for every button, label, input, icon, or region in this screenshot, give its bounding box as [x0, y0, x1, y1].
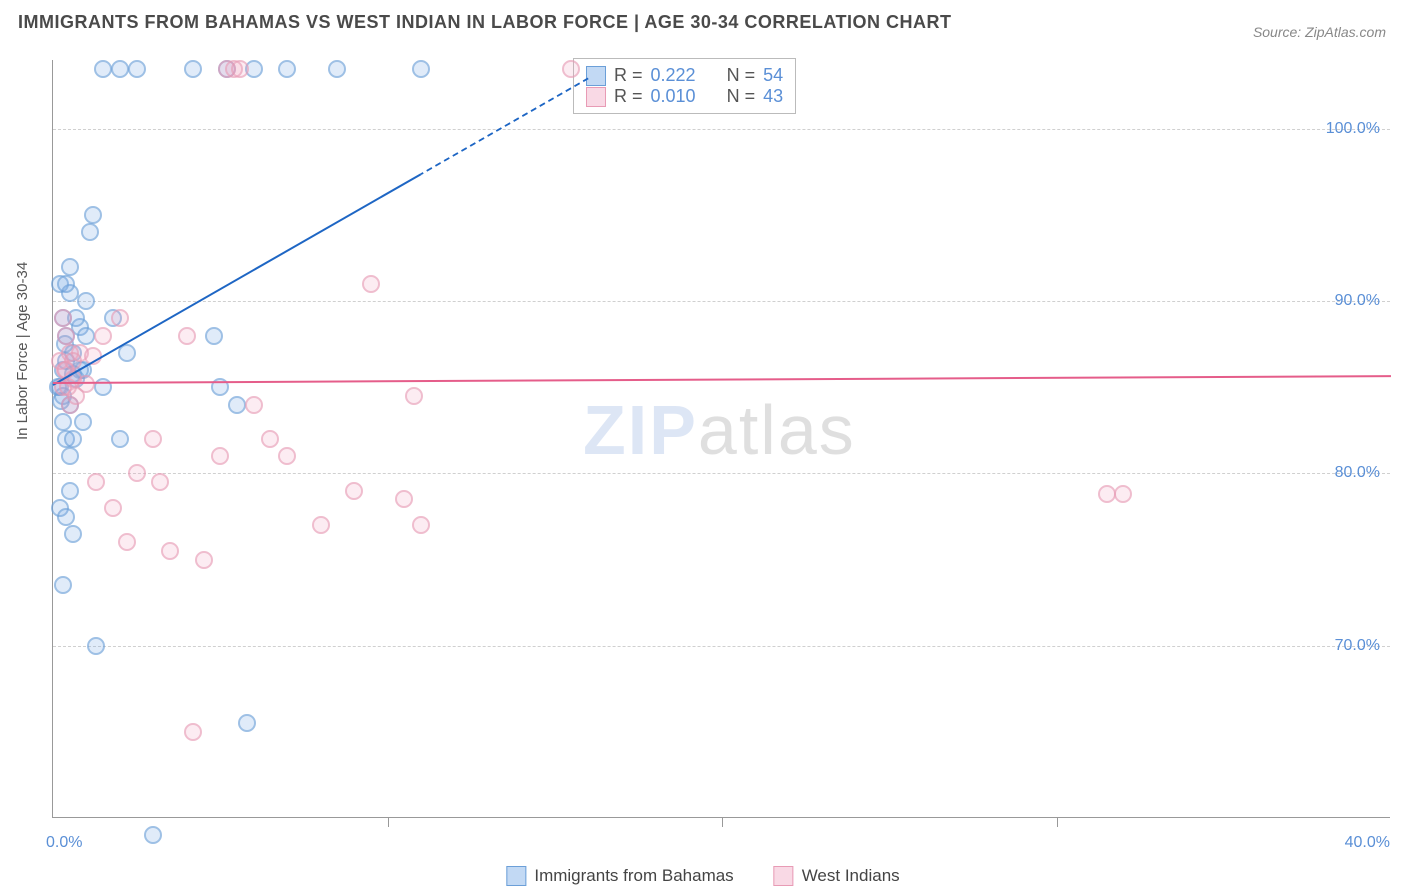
y-tick-label: 70.0% — [1335, 637, 1380, 655]
y-axis-label: In Labor Force | Age 30-34 — [14, 262, 31, 440]
data-point — [77, 327, 95, 345]
data-point — [128, 464, 146, 482]
legend-swatch — [774, 866, 794, 886]
data-point — [205, 327, 223, 345]
stats-legend: R = 0.222 N = 54R = 0.010 N = 43 — [573, 58, 796, 114]
legend-swatch — [586, 66, 606, 86]
data-point — [118, 533, 136, 551]
legend-item: Immigrants from Bahamas — [506, 866, 733, 886]
data-point — [328, 60, 346, 78]
data-point — [278, 447, 296, 465]
trend-line — [53, 375, 1391, 384]
data-point — [61, 482, 79, 500]
data-point — [87, 637, 105, 655]
data-point — [184, 60, 202, 78]
gridline — [53, 646, 1390, 647]
data-point — [94, 60, 112, 78]
data-point — [312, 516, 330, 534]
data-point — [161, 542, 179, 560]
x-tick — [1057, 817, 1058, 827]
data-point — [151, 473, 169, 491]
data-point — [395, 490, 413, 508]
data-point — [64, 525, 82, 543]
watermark: ZIPatlas — [583, 390, 856, 470]
data-point — [111, 309, 129, 327]
data-point — [57, 275, 75, 293]
legend-row: R = 0.010 N = 43 — [586, 86, 783, 107]
y-tick-label: 90.0% — [1335, 292, 1380, 310]
gridline — [53, 473, 1390, 474]
data-point — [61, 447, 79, 465]
data-point — [87, 473, 105, 491]
legend-swatch — [506, 866, 526, 886]
chart-title: IMMIGRANTS FROM BAHAMAS VS WEST INDIAN I… — [18, 12, 952, 33]
data-point — [278, 60, 296, 78]
data-point — [74, 413, 92, 431]
data-point — [54, 309, 72, 327]
x-tick-label-min: 0.0% — [46, 834, 82, 852]
legend-swatch — [586, 87, 606, 107]
data-point — [178, 327, 196, 345]
y-tick-label: 100.0% — [1326, 120, 1380, 138]
data-point — [128, 60, 146, 78]
data-point — [57, 508, 75, 526]
data-point — [405, 387, 423, 405]
data-point — [84, 206, 102, 224]
data-point — [1098, 485, 1116, 503]
data-point — [412, 60, 430, 78]
data-point — [104, 499, 122, 517]
y-tick-label: 80.0% — [1335, 464, 1380, 482]
data-point — [245, 396, 263, 414]
data-point — [211, 447, 229, 465]
gridline — [53, 301, 1390, 302]
data-point — [77, 292, 95, 310]
data-point — [231, 60, 249, 78]
data-point — [228, 396, 246, 414]
data-point — [64, 430, 82, 448]
data-point — [57, 327, 75, 345]
data-point — [261, 430, 279, 448]
data-point — [345, 482, 363, 500]
data-point — [111, 60, 129, 78]
data-point — [54, 413, 72, 431]
data-point — [111, 430, 129, 448]
x-tick — [388, 817, 389, 827]
data-point — [81, 223, 99, 241]
data-point — [1114, 485, 1132, 503]
gridline — [53, 129, 1390, 130]
x-tick — [722, 817, 723, 827]
data-point — [238, 714, 256, 732]
data-point — [562, 60, 580, 78]
x-tick-label-max: 40.0% — [1345, 834, 1390, 852]
series-legend: Immigrants from Bahamas West Indians — [506, 866, 899, 886]
data-point — [61, 258, 79, 276]
data-point — [144, 430, 162, 448]
data-point — [94, 327, 112, 345]
source-attribution: Source: ZipAtlas.com — [1253, 24, 1386, 40]
scatter-chart: ZIPatlas R = 0.222 N = 54R = 0.010 N = 4… — [52, 60, 1390, 818]
data-point — [195, 551, 213, 569]
data-point — [184, 723, 202, 741]
data-point — [54, 576, 72, 594]
data-point — [144, 826, 162, 844]
legend-row: R = 0.222 N = 54 — [586, 65, 783, 86]
data-point — [412, 516, 430, 534]
data-point — [362, 275, 380, 293]
legend-item: West Indians — [774, 866, 900, 886]
